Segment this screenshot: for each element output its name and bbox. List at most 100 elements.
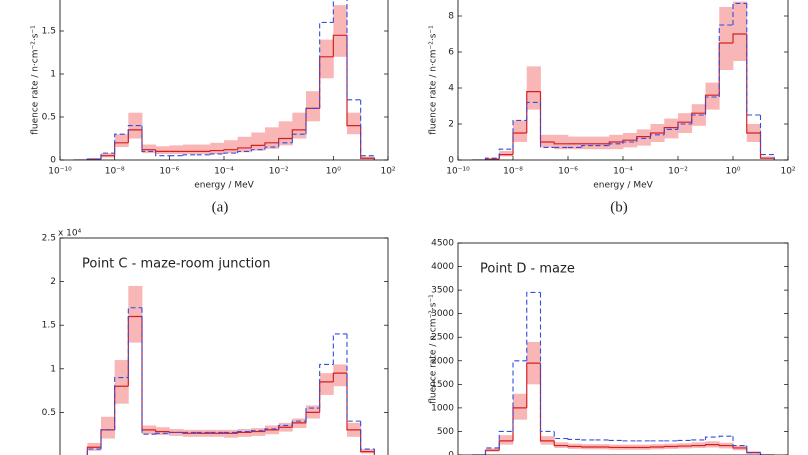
uncertainty-band [319, 39, 334, 79]
x-axis-label: energy / MeV [593, 181, 653, 191]
dashed-step [581, 145, 596, 148]
y-tick-label: 500 [437, 427, 454, 437]
plot-area [86, 285, 375, 455]
solid-step [223, 149, 238, 151]
dashed-step [100, 429, 115, 450]
x-tick-label: 10⁻⁴ [613, 167, 633, 177]
dashed-step [732, 436, 747, 447]
y-tick-label: 1.5 [42, 27, 56, 37]
y-tick-label: 2 [50, 277, 56, 287]
x-tick-label: 10⁰ [326, 167, 341, 177]
dashed-step [305, 407, 320, 422]
uncertainty-band [513, 120, 528, 142]
dashed-step [704, 96, 720, 115]
solid-step [539, 91, 555, 143]
uncertainty-band [333, 364, 348, 387]
uncertainty-band [224, 140, 239, 154]
axes-frame [457, 242, 789, 455]
dashed-step [553, 431, 568, 440]
uncertainty-band [264, 127, 280, 149]
dashed-step [155, 432, 170, 435]
solid-step [567, 445, 582, 448]
dashed-step [526, 101, 541, 121]
y-tick-label: 4 [448, 84, 454, 94]
solid-step [127, 315, 142, 387]
uncertainty-band [333, 5, 348, 57]
dashed-step [526, 291, 541, 361]
solid-step [746, 34, 761, 134]
uncertainty-band [128, 285, 143, 343]
solid-step [360, 429, 375, 455]
uncertainty-band [182, 144, 198, 154]
uncertainty-band [733, 1, 748, 62]
uncertainty-band [292, 112, 307, 139]
uncertainty-band [678, 113, 693, 133]
dashed-step [182, 154, 197, 156]
dashed-step [155, 151, 170, 157]
solid-step [704, 94, 720, 114]
dashed-step [746, 3, 761, 116]
y-tick-label: 2 [448, 120, 454, 130]
solid-step [264, 142, 279, 146]
solid-step [332, 34, 347, 57]
uncertainty-band [499, 435, 514, 445]
x-tick-label: 10⁻² [269, 167, 289, 177]
dashed-step [291, 420, 306, 426]
dashed-step [677, 123, 692, 130]
uncertainty-band [114, 360, 129, 404]
dashed-step [346, 0, 361, 101]
dashed-step [127, 125, 142, 135]
x-tick-label: 10² [380, 167, 395, 177]
y-axis-label: fluence rate / n·cm⁻²·s⁻¹ [429, 25, 439, 135]
dashed-step [636, 137, 651, 142]
solid-step [209, 149, 224, 152]
y-tick-label: 2500 [431, 333, 454, 343]
dashed-step [498, 430, 513, 448]
dashed-step [278, 424, 293, 429]
plot-area [471, 1, 775, 160]
x-tick-label: 10⁻⁸ [503, 167, 523, 177]
solid-step [759, 133, 775, 160]
solid-step [291, 129, 306, 139]
dashed-step [319, 21, 334, 109]
y-tick-label: 2000 [431, 356, 454, 366]
dashed-step [746, 445, 761, 454]
solid-step [332, 372, 347, 382]
y-tick-label: 0 [448, 156, 454, 166]
dashed-step [86, 448, 101, 455]
uncertainty-band [554, 134, 569, 150]
dashed-step [250, 149, 265, 152]
uncertainty-band [705, 82, 720, 110]
dashed-step [704, 436, 720, 440]
y-axis-label: fluence rate / n·cm⁻²·s⁻¹ [31, 25, 41, 135]
y-tick-label: 4500 [431, 239, 454, 249]
solid-step [608, 141, 623, 144]
uncertainty-band [169, 145, 184, 154]
uncertainty-band [346, 112, 362, 135]
dashed-step [622, 141, 637, 144]
solid-step [732, 33, 747, 43]
x-tick-label: 10⁰ [725, 167, 740, 177]
y-tick-label: 8 [448, 12, 454, 22]
caption: (a) [212, 199, 229, 215]
y-tick-label: 1 [50, 70, 56, 80]
y-tick-label: 0.5 [42, 113, 56, 123]
dashed-step [141, 125, 156, 152]
dashed-step [649, 134, 665, 139]
uncertainty-band [499, 151, 514, 157]
dashed-step [237, 431, 252, 433]
dashed-step [141, 307, 156, 435]
dashed-step [539, 102, 555, 148]
dashed-step [567, 438, 582, 441]
dashed-step [718, 24, 733, 97]
solid-step [553, 142, 568, 145]
dashed-step [114, 133, 129, 154]
panel-title: Point C - maze-room junction [82, 257, 271, 272]
solid-step [250, 144, 265, 148]
uncertainty-band [278, 121, 293, 146]
dashed-step [484, 157, 500, 160]
solid-step [141, 316, 156, 431]
dashed-step [539, 292, 555, 432]
uncertainty-band [319, 373, 334, 395]
